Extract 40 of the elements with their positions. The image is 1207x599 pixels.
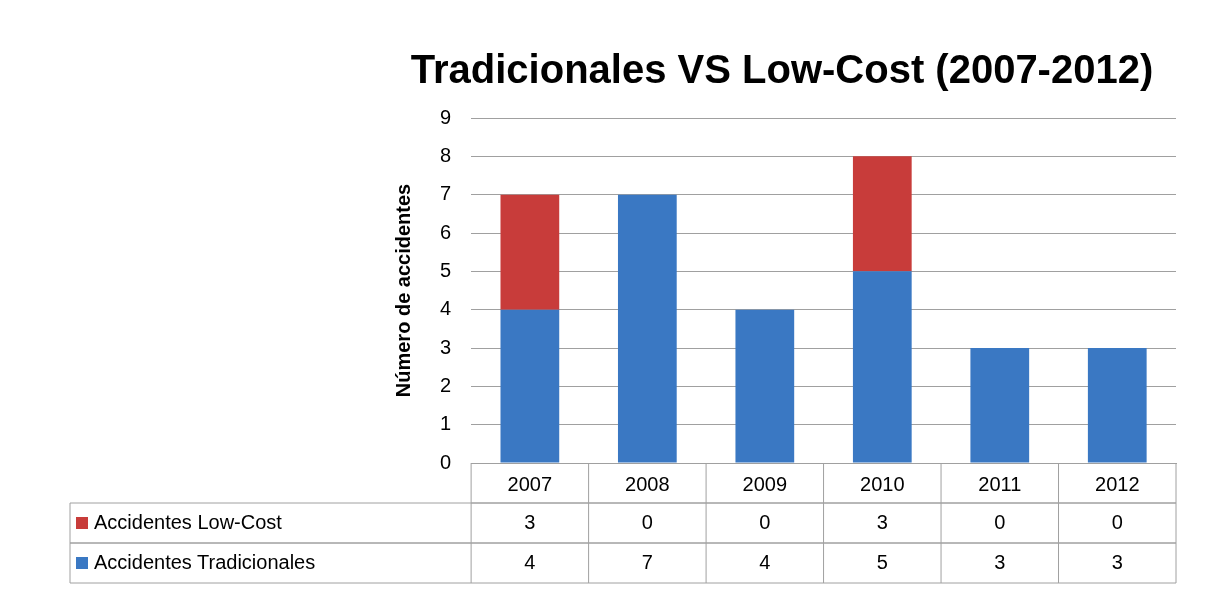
x-tick-label: 2010 [860, 472, 905, 495]
y-tick-label: 2 [440, 373, 452, 396]
y-tick-label: 4 [440, 297, 452, 320]
y-tick-label: 3 [440, 335, 452, 358]
x-tick-label: 2012 [1095, 472, 1140, 495]
bar [1087, 348, 1147, 463]
data-label: 0 [759, 510, 771, 533]
data-label: 4 [759, 550, 771, 573]
y-tick-label: 0 [440, 450, 452, 473]
legend-label: Accidentes Tradicionales [94, 550, 316, 573]
y-tick-label: 5 [440, 258, 452, 281]
bar [617, 194, 677, 463]
data-label: 0 [994, 510, 1006, 533]
chart-title: Tradicionales VS Low-Cost (2007-2012) [410, 47, 1154, 92]
bar [852, 156, 912, 272]
y-axis-title: Número de accidentes [391, 183, 414, 398]
y-tick-label: 7 [440, 182, 452, 205]
y-tick-label: 6 [440, 220, 452, 243]
y-tick-label: 8 [440, 143, 452, 166]
data-label: 3 [1111, 550, 1123, 573]
x-tick-label: 2011 [978, 472, 1022, 495]
data-label: 3 [994, 550, 1006, 573]
bar [735, 309, 795, 463]
data-label: 0 [1111, 510, 1123, 533]
legend-label: Accidentes Low-Cost [94, 510, 283, 533]
data-label: 3 [524, 510, 536, 533]
bar [500, 194, 560, 310]
bar [500, 309, 560, 463]
x-tick-label: 2008 [625, 472, 670, 495]
x-tick-label: 2007 [507, 472, 553, 495]
data-label: 3 [876, 510, 888, 533]
bar [852, 271, 912, 463]
data-label: 7 [641, 550, 653, 573]
y-tick-label: 9 [440, 105, 452, 128]
data-label: 5 [876, 550, 888, 573]
bar [970, 348, 1030, 463]
data-label: 4 [524, 550, 536, 573]
x-tick-label: 2009 [742, 472, 788, 495]
y-tick-label: 1 [440, 412, 452, 435]
data-label: 0 [641, 510, 653, 533]
